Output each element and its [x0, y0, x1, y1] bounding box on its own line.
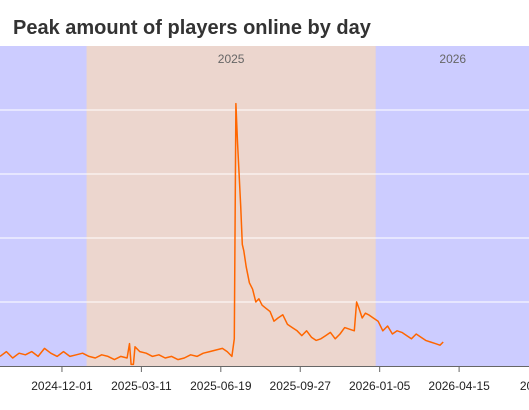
year-label-2025: 2025: [218, 52, 245, 66]
year-band-2025: [86, 46, 376, 366]
series-layer: [0, 102, 444, 366]
x-axis: 2024-12-01 2025-03-11 2025-06-19 2025-09-27…: [0, 366, 529, 393]
series-line-0: [0, 102, 444, 366]
x-tick-label-1: 2025-03-11: [111, 379, 172, 393]
chart-title: Peak amount of players online by day: [13, 17, 371, 39]
x-tick-label-2: 2025-06-19: [190, 379, 252, 393]
x-tick-label-5: 2026-04-15: [428, 379, 490, 393]
x-tick-label-6: 2026-0: [520, 379, 529, 393]
year-label-2026: 2026: [439, 52, 466, 66]
gridlines: [0, 109, 529, 303]
x-tick-label-0: 2024-12-01: [31, 379, 93, 393]
year-bands: 2025 2026: [0, 46, 529, 366]
x-tick-label-3: 2025-09-27: [270, 379, 332, 393]
x-tick-label-4: 2026-01-05: [349, 379, 411, 393]
year-band-2026: [376, 46, 529, 366]
